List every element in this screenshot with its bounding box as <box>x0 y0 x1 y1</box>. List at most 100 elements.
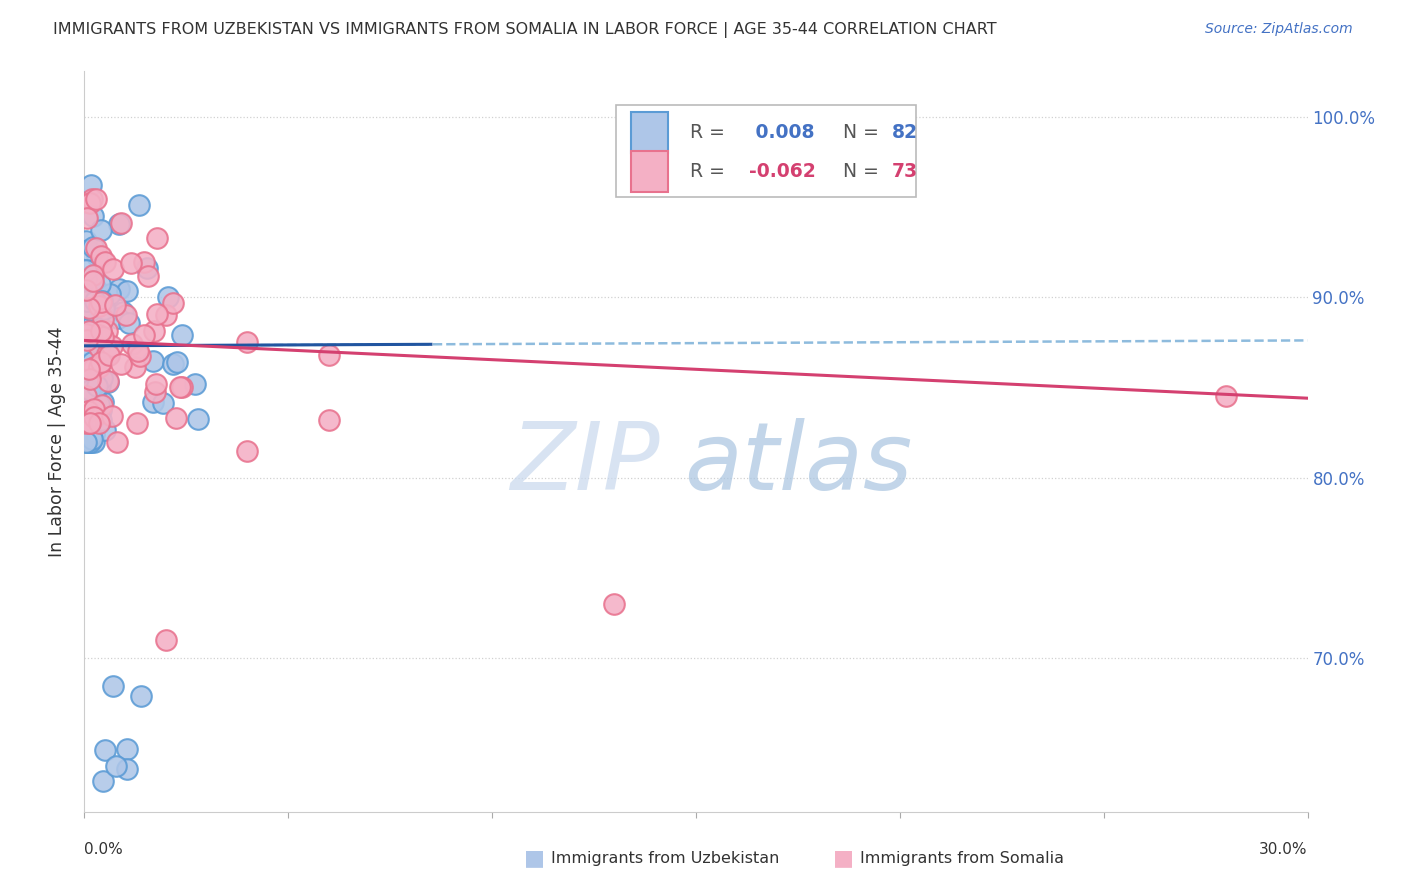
Point <box>105 434 128 449</box>
Point <box>107 311 129 326</box>
Point <box>128 349 150 363</box>
Point <box>75 272 97 286</box>
Point <box>146 231 169 245</box>
Point <box>87 397 110 411</box>
Text: 0.0%: 0.0% <box>84 842 124 857</box>
Point <box>89 328 111 343</box>
Point <box>82 330 104 344</box>
Point <box>84 192 107 206</box>
Point <box>165 410 187 425</box>
Point <box>94 423 117 437</box>
Point <box>96 324 118 338</box>
Text: atlas: atlas <box>683 418 912 509</box>
Point <box>80 355 103 369</box>
Point <box>127 343 149 358</box>
Point <box>98 287 121 301</box>
Point <box>82 239 104 253</box>
Point <box>128 197 150 211</box>
Text: ■: ■ <box>834 848 853 868</box>
Point <box>90 295 112 310</box>
Point <box>84 354 107 368</box>
Point <box>157 290 180 304</box>
Point <box>93 302 115 317</box>
Point <box>79 302 101 317</box>
Point <box>79 417 101 431</box>
Point <box>75 283 97 297</box>
Point <box>90 399 112 413</box>
Point <box>75 434 97 449</box>
Text: N =: N = <box>831 123 884 143</box>
Point <box>91 371 114 385</box>
Point <box>91 312 114 326</box>
Point <box>76 333 98 347</box>
Point <box>98 348 121 362</box>
Point <box>318 413 340 427</box>
Point <box>121 337 143 351</box>
Point <box>89 299 111 313</box>
Point <box>152 396 174 410</box>
Point <box>115 742 138 756</box>
Point <box>75 263 97 277</box>
Point <box>83 434 105 449</box>
Point <box>82 317 104 331</box>
Point <box>166 355 188 369</box>
Point <box>82 366 104 380</box>
Text: 73: 73 <box>891 161 918 181</box>
Point <box>75 389 97 403</box>
Point <box>172 380 194 394</box>
Point <box>75 312 97 326</box>
Point <box>84 293 107 308</box>
Point <box>80 429 103 443</box>
Point <box>75 234 97 248</box>
Point <box>162 357 184 371</box>
Point <box>76 243 98 257</box>
Point <box>101 409 124 424</box>
Text: 30.0%: 30.0% <box>1260 842 1308 857</box>
Point <box>90 223 112 237</box>
Point <box>77 434 100 449</box>
Point <box>155 633 177 648</box>
Point <box>76 294 98 309</box>
Point <box>1215 389 1237 403</box>
Text: R =: R = <box>690 123 731 143</box>
Point <box>75 434 97 449</box>
Point <box>84 282 107 296</box>
Text: Immigrants from Somalia: Immigrants from Somalia <box>860 851 1064 865</box>
Point <box>104 759 127 773</box>
Point <box>134 328 156 343</box>
Text: Immigrants from Uzbekistan: Immigrants from Uzbekistan <box>551 851 779 865</box>
Text: 82: 82 <box>891 123 918 143</box>
Point <box>142 395 165 409</box>
Point <box>86 379 108 393</box>
Point <box>91 774 114 789</box>
Bar <box>631 151 668 192</box>
Point <box>79 372 101 386</box>
Point <box>77 388 100 402</box>
Point <box>76 404 98 418</box>
FancyBboxPatch shape <box>616 104 917 197</box>
Point <box>79 195 101 210</box>
Point <box>91 395 114 409</box>
Point <box>104 298 127 312</box>
Point <box>84 241 107 255</box>
Point <box>82 361 104 376</box>
Point <box>80 432 103 446</box>
Point <box>162 296 184 310</box>
Point <box>86 249 108 263</box>
Text: R =: R = <box>690 161 731 181</box>
Point <box>236 443 259 458</box>
Point <box>83 402 105 417</box>
Point <box>127 417 149 431</box>
Point <box>82 193 104 207</box>
Point <box>103 679 125 693</box>
Point <box>76 434 98 449</box>
Point <box>82 376 104 390</box>
Point <box>121 255 143 269</box>
Text: N =: N = <box>831 161 884 181</box>
Point <box>93 255 115 269</box>
Point <box>76 211 98 226</box>
Point <box>89 341 111 355</box>
Point <box>101 339 124 353</box>
Point <box>132 255 155 269</box>
Point <box>82 209 104 223</box>
